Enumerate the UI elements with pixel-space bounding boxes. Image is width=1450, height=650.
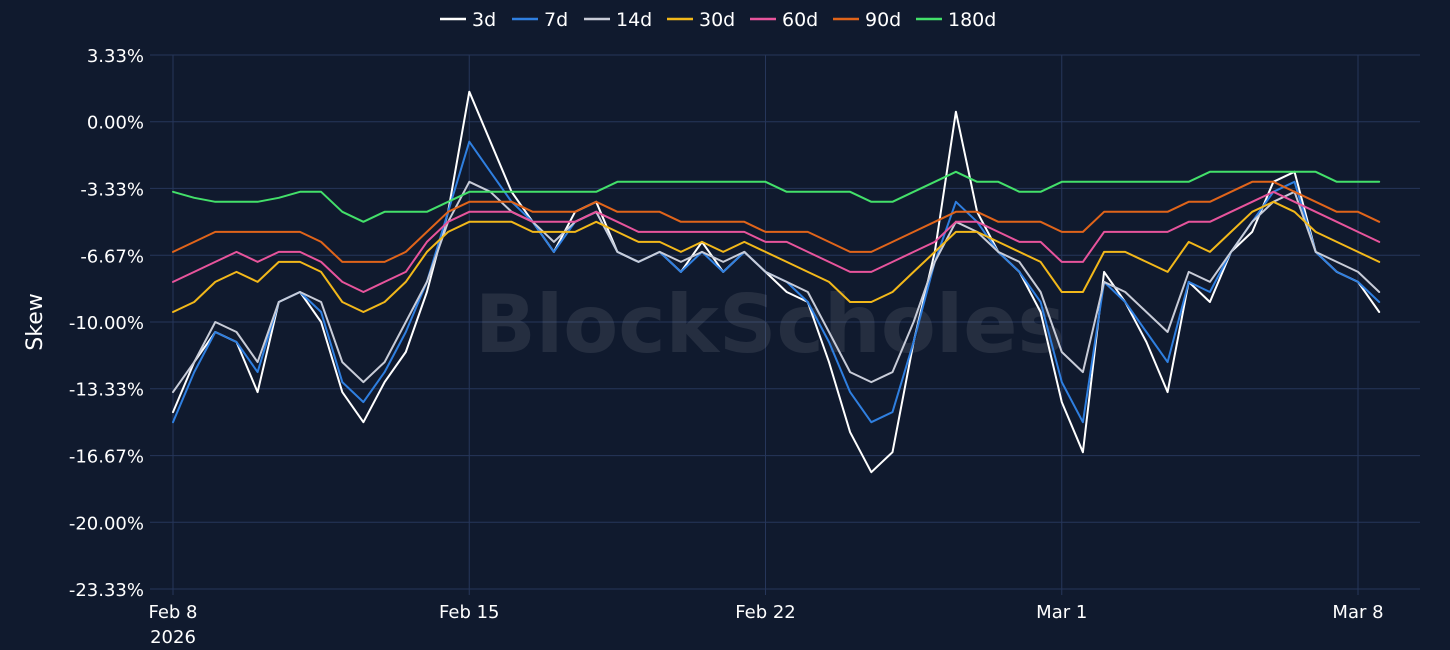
series-line-14d: [172, 180, 1381, 394]
watermark: BlockScholes: [475, 278, 1065, 371]
series-layer: [172, 90, 1381, 474]
legend-label-7d: 7d: [544, 9, 568, 31]
x-tick-label: Mar 1: [1036, 602, 1087, 623]
y-tick-label: 3.33%: [87, 46, 144, 67]
y-tick-label: -16.67%: [69, 447, 144, 468]
legend-label-30d: 30d: [699, 9, 735, 31]
legend-label-3d: 3d: [472, 9, 496, 31]
x-tick-sublabel: 2026: [150, 627, 196, 648]
y-tick-label: 0.00%: [87, 113, 144, 134]
series-line-3d: [172, 90, 1381, 474]
y-axis-title: Skew: [23, 293, 48, 350]
y-tick-label: -13.33%: [69, 380, 144, 401]
x-tick-label: Feb 8: [148, 602, 197, 623]
axis-layer: 3.33% 0.00% -3.33% -6.67% -10.00% -13.33% -16.…: [69, 46, 1420, 648]
series-line-30d: [172, 200, 1381, 313]
series-line-60d: [172, 190, 1381, 293]
series-line-180d: [172, 170, 1381, 223]
y-tick-label: -3.33%: [80, 179, 144, 200]
legend: 3d 7d 14d 30d 60d 90d 180d: [440, 9, 996, 31]
y-tick-label: -6.67%: [80, 246, 144, 267]
legend-label-60d: 60d: [782, 9, 818, 31]
x-tick-label: Feb 15: [439, 602, 500, 623]
y-tick-label: -10.00%: [69, 313, 144, 334]
y-tick-label: -20.00%: [69, 513, 144, 534]
y-tick-label: -23.33%: [69, 580, 144, 601]
x-tick-label: Mar 8: [1332, 602, 1383, 623]
x-tick-label: Feb 22: [735, 602, 796, 623]
legend-label-180d: 180d: [948, 9, 996, 31]
legend-label-90d: 90d: [865, 9, 901, 31]
legend-label-14d: 14d: [616, 9, 652, 31]
series-line-90d: [172, 180, 1381, 263]
